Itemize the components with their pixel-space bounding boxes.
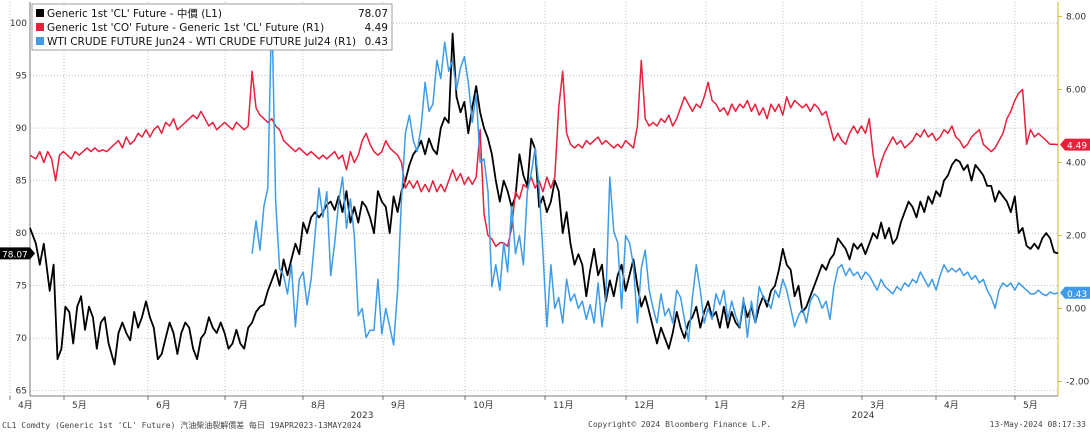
series-line-2: [251, 4, 1059, 346]
left-tick-label: 90: [16, 124, 28, 134]
legend-label: WTI CRUDE FUTURE Jun24 - WTI CRUDE FUTUR…: [47, 36, 356, 48]
left-tick-label: 75: [16, 282, 27, 292]
badge-text: 0.43: [1067, 290, 1087, 300]
x-tick-label: 6月: [156, 400, 171, 411]
grid: [9, 2, 1058, 396]
series-lines: [29, 4, 1059, 366]
badge-text: 4.49: [1067, 142, 1087, 152]
legend-value: 78.07: [358, 8, 388, 20]
last-value-badge-1: 4.49: [1060, 138, 1090, 152]
footer-copyright: Copyright© 2024 Bloomberg Finance L.P.: [588, 420, 772, 429]
right-tick-label: 0.00: [1066, 304, 1086, 314]
badge-text: 78.07: [2, 250, 28, 260]
right-tick-label: 6.00: [1066, 86, 1086, 96]
legend-swatch: [36, 9, 44, 17]
badge-shape: [0, 247, 35, 260]
x-tick-label: 1月: [714, 400, 729, 411]
left-tick-label: 80: [16, 229, 28, 239]
x-tick-label: 11月: [553, 400, 573, 411]
last-value-labels: 78.07 4.49 0.43: [0, 138, 1090, 300]
right-tick-label: -2.00: [1066, 377, 1090, 387]
year-label: 2023: [351, 411, 374, 418]
badge-shape: [1060, 286, 1090, 299]
left-tick-label: 65: [16, 387, 27, 397]
legend-swatch: [36, 23, 44, 31]
x-tick-label: 5月: [72, 400, 87, 411]
x-tick-label: 12月: [634, 400, 654, 411]
legend-value: 4.49: [365, 22, 388, 34]
right-tick-label: 4.00: [1066, 159, 1086, 169]
x-tick-label: 10月: [473, 400, 493, 411]
line-chart: 65 70 75 80 85 90 95 100 4月 5月 6月 7月 8月 9月 10月 11月 12月 1月…: [0, 2, 1090, 421]
x-tick-label: 3月: [870, 400, 885, 411]
x-tick-label: 5月: [1023, 400, 1038, 411]
year-label: 2024: [852, 411, 875, 418]
last-value-badge-2: 0.43: [1060, 286, 1090, 300]
left-tick-label: 95: [16, 72, 27, 82]
legend-swatch: [36, 37, 44, 45]
axes: 65 70 75 80 85 90 95 100 4月 5月 6月 7月 8月 9月 10月 11月 12月 1月…: [9, 2, 1090, 421]
right-tick-label: 8.00: [1066, 13, 1086, 23]
footer-left: CL1 Comdty (Generic 1st 'CL' Future) 汽油柴…: [2, 421, 362, 430]
legend-value: 0.43: [365, 36, 388, 48]
left-tick-label: 70: [16, 334, 28, 344]
legend-label: Generic 1st 'CL' Future - 中價 (L1): [47, 7, 222, 20]
x-tick-label: 2月: [791, 400, 806, 411]
left-tick-label: 85: [16, 177, 27, 187]
last-value-badge-0: 78.07: [0, 247, 35, 260]
x-tick-label: 9月: [391, 400, 406, 411]
footer-timestamp: 13-May-2024 08:17:33: [989, 420, 1086, 429]
legend-label: Generic 1st 'CO' Future - Generic 1st 'C…: [47, 22, 324, 34]
footer: CL1 Comdty (Generic 1st 'CL' Future) 汽油柴…: [0, 418, 1090, 432]
x-tick-label: 8月: [311, 400, 326, 411]
legend-box: [31, 3, 393, 51]
x-tick-label: 7月: [233, 400, 248, 411]
left-tick-label: 100: [10, 19, 27, 29]
legend: Generic 1st 'CL' Future - 中價 (L1) 78.07 Ge…: [31, 3, 393, 51]
series-line-1: [29, 59, 1059, 248]
series-line-0: [29, 32, 1059, 366]
x-tick-label: 4月: [944, 400, 959, 411]
x-tick-label: 4月: [18, 400, 33, 411]
badge-shape: [1060, 138, 1090, 151]
right-tick-label: 2.00: [1066, 231, 1086, 241]
